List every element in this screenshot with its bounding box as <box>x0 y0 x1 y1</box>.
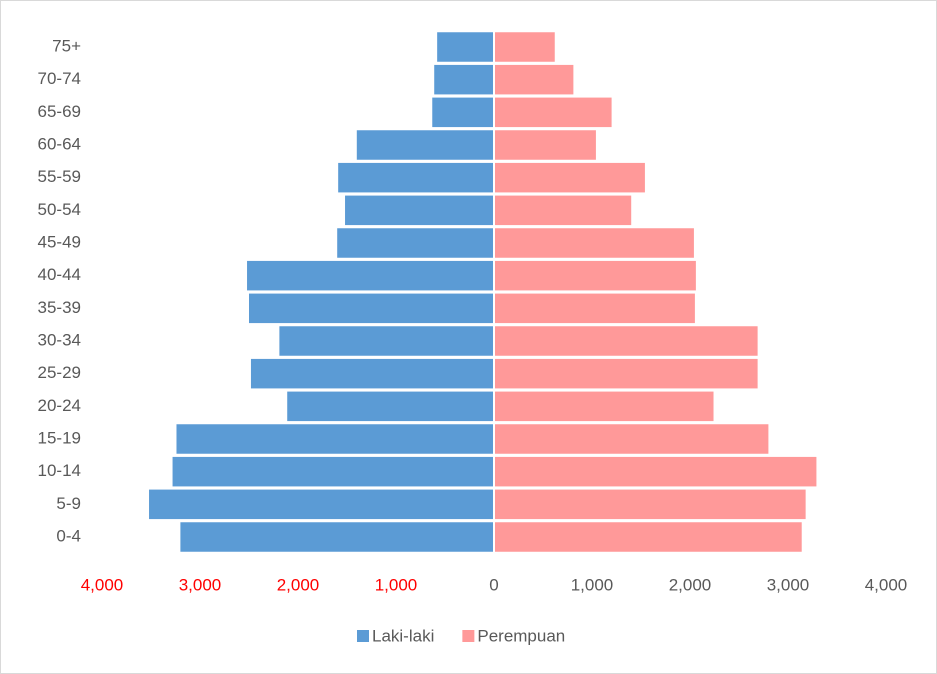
bar <box>495 326 758 356</box>
bar <box>495 162 645 193</box>
legend-swatch <box>462 630 475 642</box>
y-tick-label: 60-64 <box>38 134 81 153</box>
bar <box>495 228 694 258</box>
y-tick-label: 50-54 <box>38 200 81 219</box>
y-tick-label: 75+ <box>52 36 81 55</box>
y-tick-label: 35-39 <box>38 298 81 317</box>
y-tick-label: 30-34 <box>38 330 81 349</box>
y-tick-label: 65-69 <box>38 102 81 121</box>
x-tick-label: 0 <box>489 575 498 594</box>
bar <box>434 64 493 95</box>
bar <box>495 32 555 62</box>
bar <box>279 326 493 356</box>
bar <box>495 64 574 95</box>
bar <box>432 97 493 128</box>
x-tick-label: 2,000 <box>277 575 320 594</box>
bar <box>149 489 494 520</box>
x-tick-label: 1,000 <box>375 575 418 594</box>
y-tick-label: 20-24 <box>38 396 81 415</box>
bar <box>495 522 802 552</box>
bar <box>437 32 493 62</box>
legend-swatch <box>357 630 369 642</box>
bar <box>495 489 806 520</box>
bar <box>495 456 817 487</box>
x-tick-label: 2,000 <box>669 575 712 594</box>
bar <box>495 130 596 160</box>
y-tick-label: 10-14 <box>38 461 81 480</box>
y-tick-label: 40-44 <box>38 265 81 284</box>
bar <box>250 358 493 389</box>
y-tick-label: 15-19 <box>38 428 81 447</box>
bar <box>495 260 696 291</box>
y-tick-label: 45-49 <box>38 232 81 251</box>
legend-label: Perempuan <box>477 626 565 645</box>
bar <box>495 358 758 389</box>
x-tick-label: 4,000 <box>81 575 124 594</box>
x-tick-label: 3,000 <box>767 575 810 594</box>
x-tick-label: 1,000 <box>571 575 614 594</box>
legend-label: Laki-laki <box>372 626 434 645</box>
bar <box>338 162 493 193</box>
bar <box>249 293 493 324</box>
bar <box>495 424 769 454</box>
bar <box>495 391 714 422</box>
bar <box>287 391 493 422</box>
bar <box>356 130 493 160</box>
bar <box>176 424 494 454</box>
bar <box>172 456 493 487</box>
y-tick-label: 70-74 <box>38 69 81 88</box>
bar <box>495 195 632 226</box>
bar <box>180 522 493 552</box>
x-tick-label: 4,000 <box>865 575 908 594</box>
x-tick-label: 3,000 <box>179 575 222 594</box>
y-tick-label: 0-4 <box>56 526 81 545</box>
y-tick-label: 55-59 <box>38 167 81 186</box>
bar <box>345 195 493 226</box>
bar <box>495 97 612 128</box>
y-tick-label: 25-29 <box>38 363 81 382</box>
y-tick-label: 5-9 <box>56 494 81 513</box>
bar <box>495 293 695 324</box>
bar <box>337 228 493 258</box>
bar <box>247 260 493 291</box>
